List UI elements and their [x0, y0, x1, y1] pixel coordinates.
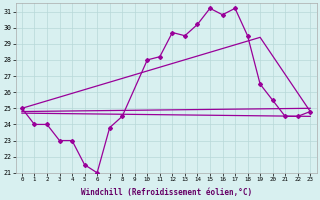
X-axis label: Windchill (Refroidissement éolien,°C): Windchill (Refroidissement éolien,°C) — [81, 188, 252, 197]
